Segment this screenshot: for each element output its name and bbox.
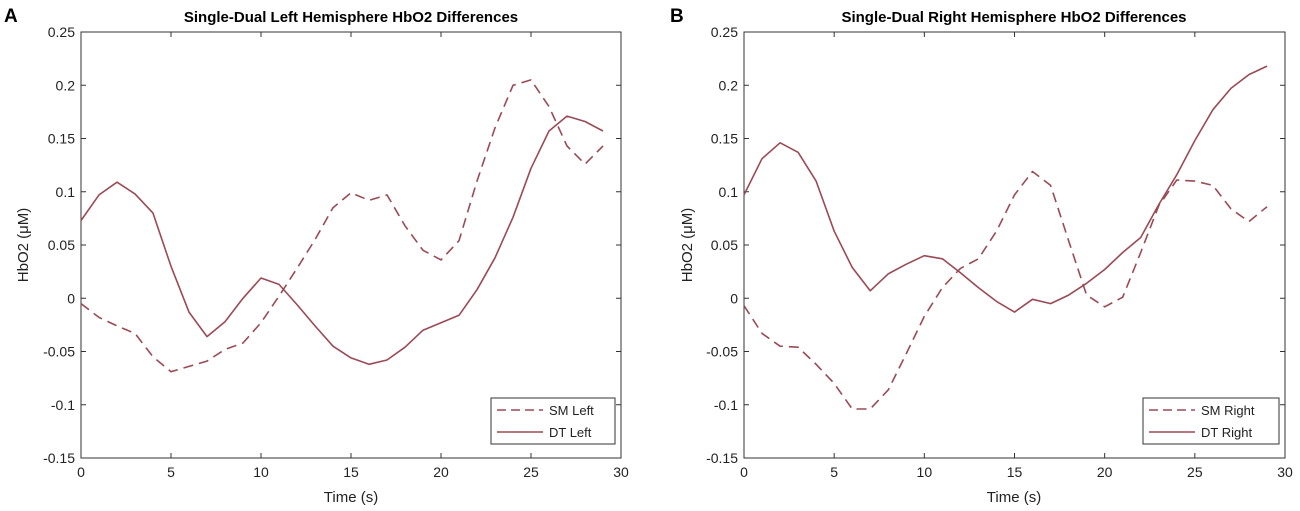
- y-tick-label: 0.05: [711, 237, 738, 253]
- plot-frame-b: [743, 31, 1286, 459]
- y-tick-label: -0.05: [706, 344, 738, 360]
- legend-label-dt-right: DT Right: [1201, 425, 1252, 440]
- x-tick-label: 30: [613, 464, 629, 480]
- y-axis-label-b: HbO2 (μM): [679, 208, 696, 282]
- x-tick-label: 10: [253, 464, 269, 480]
- y-tick-label: 0.05: [48, 237, 75, 253]
- series-line-sm-right: [743, 170, 1268, 410]
- x-tick-label: 30: [1277, 464, 1293, 480]
- legend-a: SM Left DT Left: [490, 397, 616, 445]
- y-tick-label: -0.15: [43, 450, 75, 466]
- y-tick-label: 0: [67, 290, 75, 306]
- legend-box-b: [1142, 397, 1280, 445]
- legend-label-sm-right: SM Right: [1201, 403, 1255, 418]
- x-tick-label: 5: [830, 464, 838, 480]
- y-tick-label: 0.15: [48, 131, 75, 147]
- x-tick-label: 25: [523, 464, 539, 480]
- legend-b: SM Right DT Right: [1142, 397, 1280, 445]
- series-line-dt-right: [743, 65, 1268, 313]
- series-line-dt-left: [80, 115, 604, 366]
- y-tick-label: 0.25: [711, 24, 738, 40]
- plot-frame-a: [80, 31, 622, 459]
- x-tick-label: 15: [1007, 464, 1023, 480]
- x-tick-label: 15: [343, 464, 359, 480]
- chart-title-b: Single-Dual Right Hemisphere HbO2 Differ…: [841, 9, 1186, 26]
- y-tick-label: 0.15: [711, 131, 738, 147]
- y-tick-label: -0.1: [51, 397, 75, 413]
- panel-label-a: A: [4, 6, 18, 27]
- y-tick-label: -0.1: [714, 397, 738, 413]
- y-axis-label-a: HbO2 (μM): [15, 208, 32, 282]
- y-tick-label: 0: [730, 290, 738, 306]
- y-tick-label: -0.15: [706, 450, 738, 466]
- y-axis-a: -0.15 -0.1 -0.05 0 0.05 0.1 0.15 0.2 0.25: [43, 24, 621, 466]
- x-tick-label: 25: [1187, 464, 1203, 480]
- y-tick-label: 0.25: [48, 24, 75, 40]
- x-tick-label: 0: [740, 464, 748, 480]
- x-axis-a: 0 5 10 15 20 25 30: [77, 32, 629, 480]
- y-tick-label: 0.1: [719, 184, 739, 200]
- y-tick-label: -0.05: [43, 344, 75, 360]
- panel-label-b: B: [670, 6, 684, 27]
- y-axis-b: -0.15 -0.1 -0.05 0 0.05 0.1 0.15 0.2 0.25: [706, 24, 1285, 466]
- x-axis-label-b: Time (s): [987, 489, 1041, 506]
- panel-a: A Single-Dual Left Hemisphere HbO2 Diffe…: [4, 6, 629, 506]
- series-group-b: [743, 65, 1268, 410]
- x-tick-label: 20: [1097, 464, 1113, 480]
- x-tick-label: 20: [433, 464, 449, 480]
- series-group-a: [80, 79, 604, 373]
- x-axis-b: 0 5 10 15 20 25 30: [740, 32, 1293, 480]
- legend-box-a: [490, 397, 616, 445]
- x-tick-label: 0: [77, 464, 85, 480]
- x-axis-label-a: Time (s): [324, 489, 378, 506]
- panel-b: B Single-Dual Right Hemisphere HbO2 Diff…: [670, 6, 1293, 506]
- x-tick-label: 10: [917, 464, 933, 480]
- y-tick-label: 0.2: [56, 77, 76, 93]
- y-tick-label: 0.1: [56, 184, 76, 200]
- legend-label-sm-left: SM Left: [549, 403, 594, 418]
- chart-title-a: Single-Dual Left Hemisphere HbO2 Differe…: [184, 9, 518, 26]
- x-tick-label: 5: [167, 464, 175, 480]
- legend-label-dt-left: DT Left: [549, 425, 592, 440]
- y-tick-label: 0.2: [719, 77, 739, 93]
